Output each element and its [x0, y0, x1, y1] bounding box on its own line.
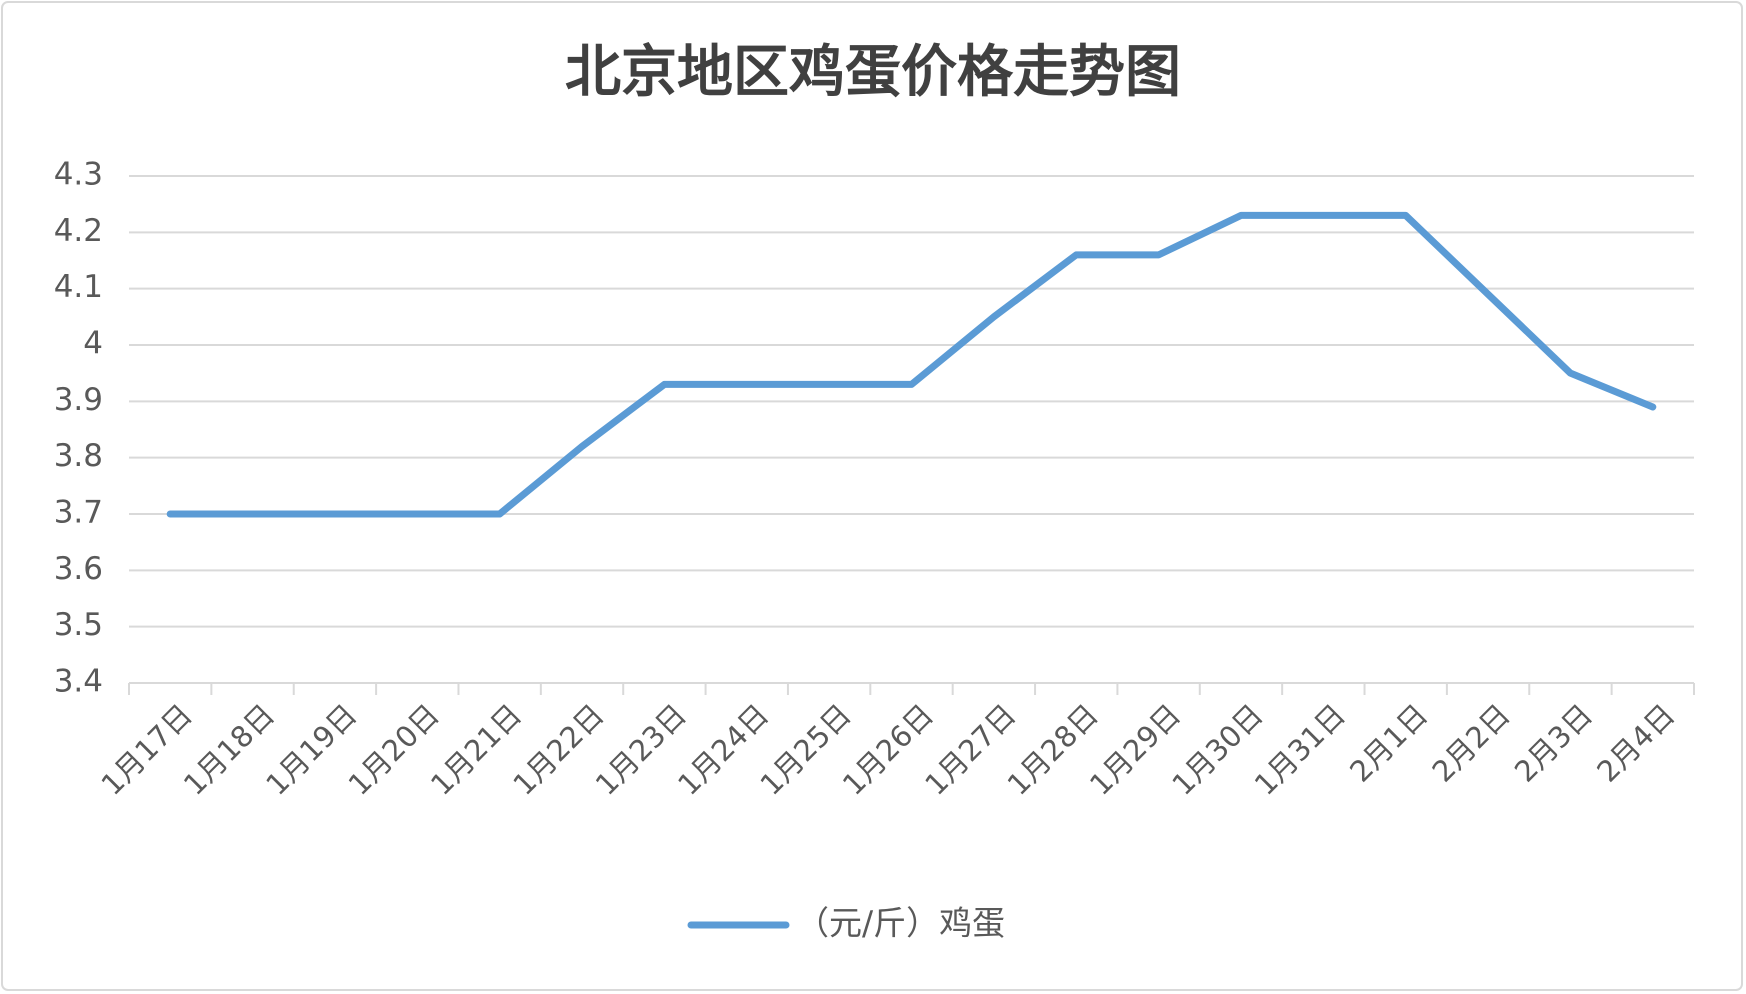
- chart-title: 北京地区鸡蛋价格走势图: [565, 40, 1181, 105]
- legend-label: （元/斤）鸡蛋: [796, 904, 1005, 943]
- y-tick-label: 4.1: [54, 269, 103, 305]
- y-tick-label: 3.7: [54, 495, 103, 531]
- y-tick-label: 4: [83, 326, 103, 362]
- y-tick-label: 3.4: [54, 664, 103, 700]
- y-tick-label: 3.5: [54, 607, 103, 643]
- data-line: [166, 211, 1657, 518]
- y-tick-label: 4.3: [54, 157, 103, 193]
- y-tick-label: 4.2: [54, 213, 103, 249]
- y-tick-label: 3.8: [54, 438, 103, 474]
- legend-item: （元/斤）鸡蛋: [687, 904, 1005, 943]
- y-tick-label: 3.9: [54, 382, 103, 418]
- y-tick-label: 3.6: [54, 551, 103, 587]
